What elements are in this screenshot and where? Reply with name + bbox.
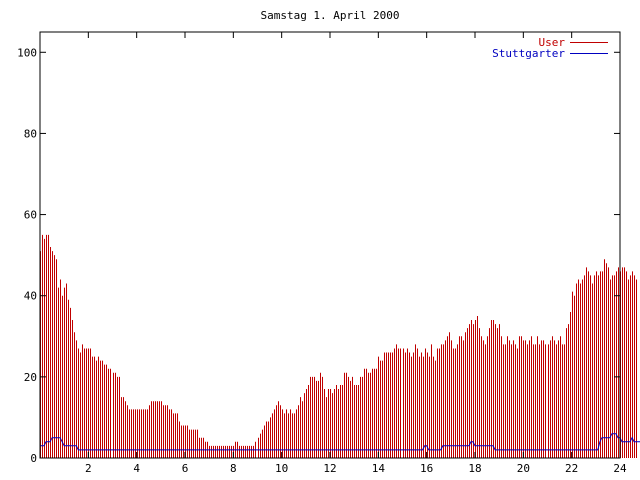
legend-label-stuttgarter: Stuttgarter	[492, 47, 565, 60]
y-tick-label: 40	[24, 290, 37, 303]
x-axis: 2 4 6 8 10 12 14 16 18 20 22 24	[85, 32, 627, 475]
x-tick-label: 6	[182, 462, 189, 475]
y-tick-label: 80	[24, 127, 37, 140]
y-axis: 0 20 40 60 80 100	[17, 46, 620, 465]
legend-label-user: User	[539, 36, 566, 49]
y-tick-label: 20	[24, 371, 37, 384]
x-tick-label: 2	[85, 462, 92, 475]
y-tick-label: 100	[17, 46, 37, 59]
chart-title: Samstag 1. April 2000	[260, 9, 399, 22]
y-tick-label: 0	[30, 452, 37, 465]
x-tick-label: 12	[323, 462, 336, 475]
x-tick-label: 16	[420, 462, 433, 475]
x-tick-label: 14	[372, 462, 386, 475]
series-stuttgarter-line	[40, 433, 640, 451]
series-user	[40, 234, 637, 458]
legend: User Stuttgarter	[492, 36, 608, 60]
y-tick-label: 60	[24, 209, 37, 222]
x-tick-label: 4	[133, 462, 140, 475]
x-tick-label: 8	[230, 462, 237, 475]
x-tick-label: 24	[613, 462, 627, 475]
plot-area	[40, 234, 640, 458]
x-tick-label: 10	[275, 462, 288, 475]
x-tick-label: 20	[517, 462, 530, 475]
x-tick-label: 18	[468, 462, 481, 475]
x-tick-label: 22	[565, 462, 578, 475]
